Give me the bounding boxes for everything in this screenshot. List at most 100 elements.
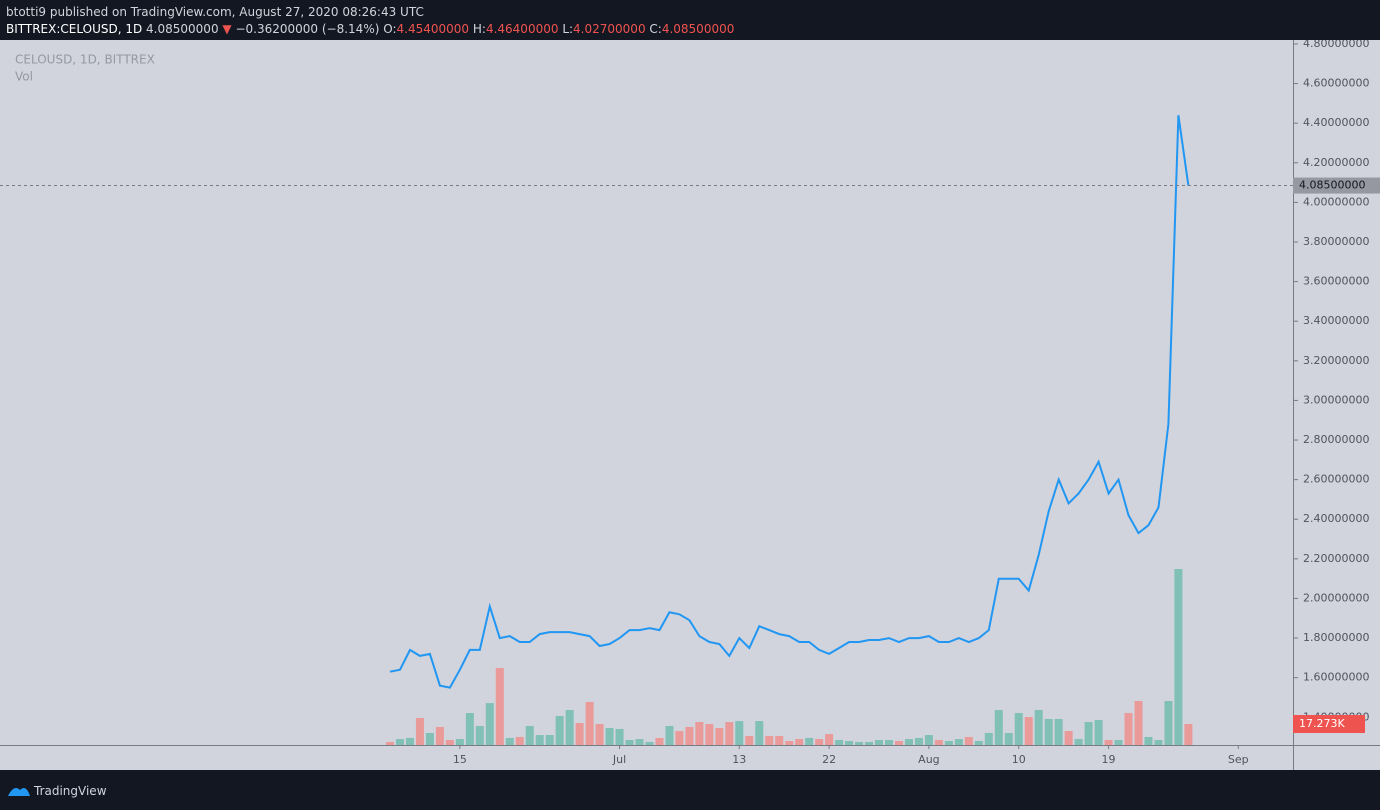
y-tick-label: 3.00000000 — [1303, 393, 1369, 406]
volume-bar — [635, 739, 644, 745]
volume-bar — [755, 721, 764, 745]
volume-bar — [1104, 740, 1113, 745]
volume-bar — [1054, 718, 1063, 745]
volume-bar — [535, 735, 544, 745]
header: btotti9 published on TradingView.com, Au… — [0, 0, 1380, 40]
volume-bar — [555, 715, 564, 745]
x-tick-label: Jul — [612, 753, 626, 766]
volume-bar — [525, 726, 534, 745]
volume-bar — [1144, 736, 1153, 745]
footer: TradingView — [0, 770, 1380, 810]
volume-bar — [1044, 718, 1053, 745]
y-tick-label: 1.80000000 — [1303, 631, 1369, 644]
y-tick-label: 2.80000000 — [1303, 433, 1369, 446]
symbol: BITTREX:CELOUSD, 1D — [6, 22, 143, 36]
x-tick-label: 19 — [1102, 753, 1116, 766]
volume-bar — [455, 739, 464, 745]
y-tick-label: 2.40000000 — [1303, 512, 1369, 525]
y-tick-label: 4.20000000 — [1303, 156, 1369, 169]
x-tick-label: 13 — [732, 753, 746, 766]
y-tick-label: 3.20000000 — [1303, 354, 1369, 367]
volume-bar — [725, 722, 734, 745]
volume-bar — [1154, 740, 1163, 745]
published: btotti9 published on TradingView.com, Au… — [6, 5, 424, 19]
volume-bar — [954, 739, 963, 745]
volume-bar — [845, 740, 854, 745]
volume-bar — [425, 732, 434, 745]
volume-bar — [835, 740, 844, 745]
volume-bar — [964, 736, 973, 745]
volume-bar — [405, 737, 414, 745]
ohlc-label: O: — [383, 22, 397, 36]
volume-bar — [685, 727, 694, 745]
x-tick-label: Sep — [1228, 753, 1249, 766]
volume-bar — [1174, 569, 1183, 745]
volume-bar — [1014, 713, 1023, 745]
volume-bar — [805, 737, 814, 745]
logo-shape — [8, 788, 30, 796]
volume-bar — [625, 740, 634, 745]
volume-bar — [934, 740, 943, 745]
volume-bar — [894, 740, 903, 745]
y-tick-label: 4.80000000 — [1303, 40, 1369, 50]
volume-bar — [785, 740, 794, 745]
volume-bar — [745, 736, 754, 745]
volume-bar — [1124, 713, 1133, 745]
symbol-line: BITTREX:CELOUSD, 1D 4.08500000 ▼ −0.3620… — [6, 22, 734, 36]
volume-bar — [984, 732, 993, 745]
volume-bar — [815, 739, 824, 745]
volume-bar — [1024, 717, 1033, 745]
volume-bar — [914, 737, 923, 745]
down-arrow: ▼ — [222, 22, 232, 36]
legend-entry: CELOUSD, 1D, BITTREX — [15, 53, 155, 67]
volume-bar — [1064, 731, 1073, 745]
y-tick-label: 4.00000000 — [1303, 195, 1369, 208]
volume-bar — [1094, 719, 1103, 745]
y-tick-label: 3.40000000 — [1303, 314, 1369, 327]
x-tick-label: 10 — [1012, 753, 1026, 766]
change: −0.36200000 (−8.14%) — [235, 22, 380, 36]
last-volume-label: 17.273K — [1299, 717, 1345, 730]
volume-bar — [924, 735, 933, 745]
volume-bar — [715, 727, 724, 745]
ohlc-value: 4.08500000 — [661, 22, 735, 36]
volume-bar — [1034, 709, 1043, 745]
volume-bar — [575, 723, 584, 745]
logo — [8, 788, 30, 796]
volume-bar — [475, 726, 484, 745]
volume-bar — [615, 728, 624, 745]
brand: TradingView — [34, 784, 107, 798]
volume-bar — [944, 740, 953, 745]
volume-bar — [675, 731, 684, 745]
y-tick-label: 3.60000000 — [1303, 275, 1369, 288]
last-price-box — [1293, 177, 1380, 194]
ohlc: O:4.45400000 H:4.46400000 L:4.02700000 C… — [383, 22, 734, 36]
ohlc-value: 4.45400000 — [396, 22, 470, 36]
volume-bar — [855, 741, 864, 745]
volume-bar — [485, 703, 494, 745]
volume-bar — [645, 741, 654, 745]
y-tick-label: 1.60000000 — [1303, 671, 1369, 684]
ohlc-value: 4.02700000 — [573, 22, 646, 36]
volume-bar — [445, 740, 454, 745]
ohlc-value: 4.46400000 — [485, 22, 559, 36]
volume-bar — [605, 727, 614, 745]
volume-bar — [1184, 724, 1193, 745]
volume-bar — [585, 701, 594, 745]
volume-bar — [875, 740, 884, 745]
volume-bar — [515, 736, 524, 745]
last: 4.08500000 — [146, 22, 219, 36]
volume-bar — [415, 718, 424, 745]
price-line — [389, 115, 1190, 689]
volume-bar — [775, 736, 784, 745]
volume-bar — [495, 668, 504, 745]
volume-bar — [655, 737, 664, 745]
volume-bar — [885, 740, 893, 745]
volume-bar — [505, 737, 514, 745]
x-tick-label: 22 — [822, 753, 836, 766]
ohlc-label: L: — [562, 22, 574, 36]
volume-bar — [386, 741, 394, 745]
volume-bar — [1074, 739, 1083, 745]
volume-bar — [865, 741, 874, 745]
